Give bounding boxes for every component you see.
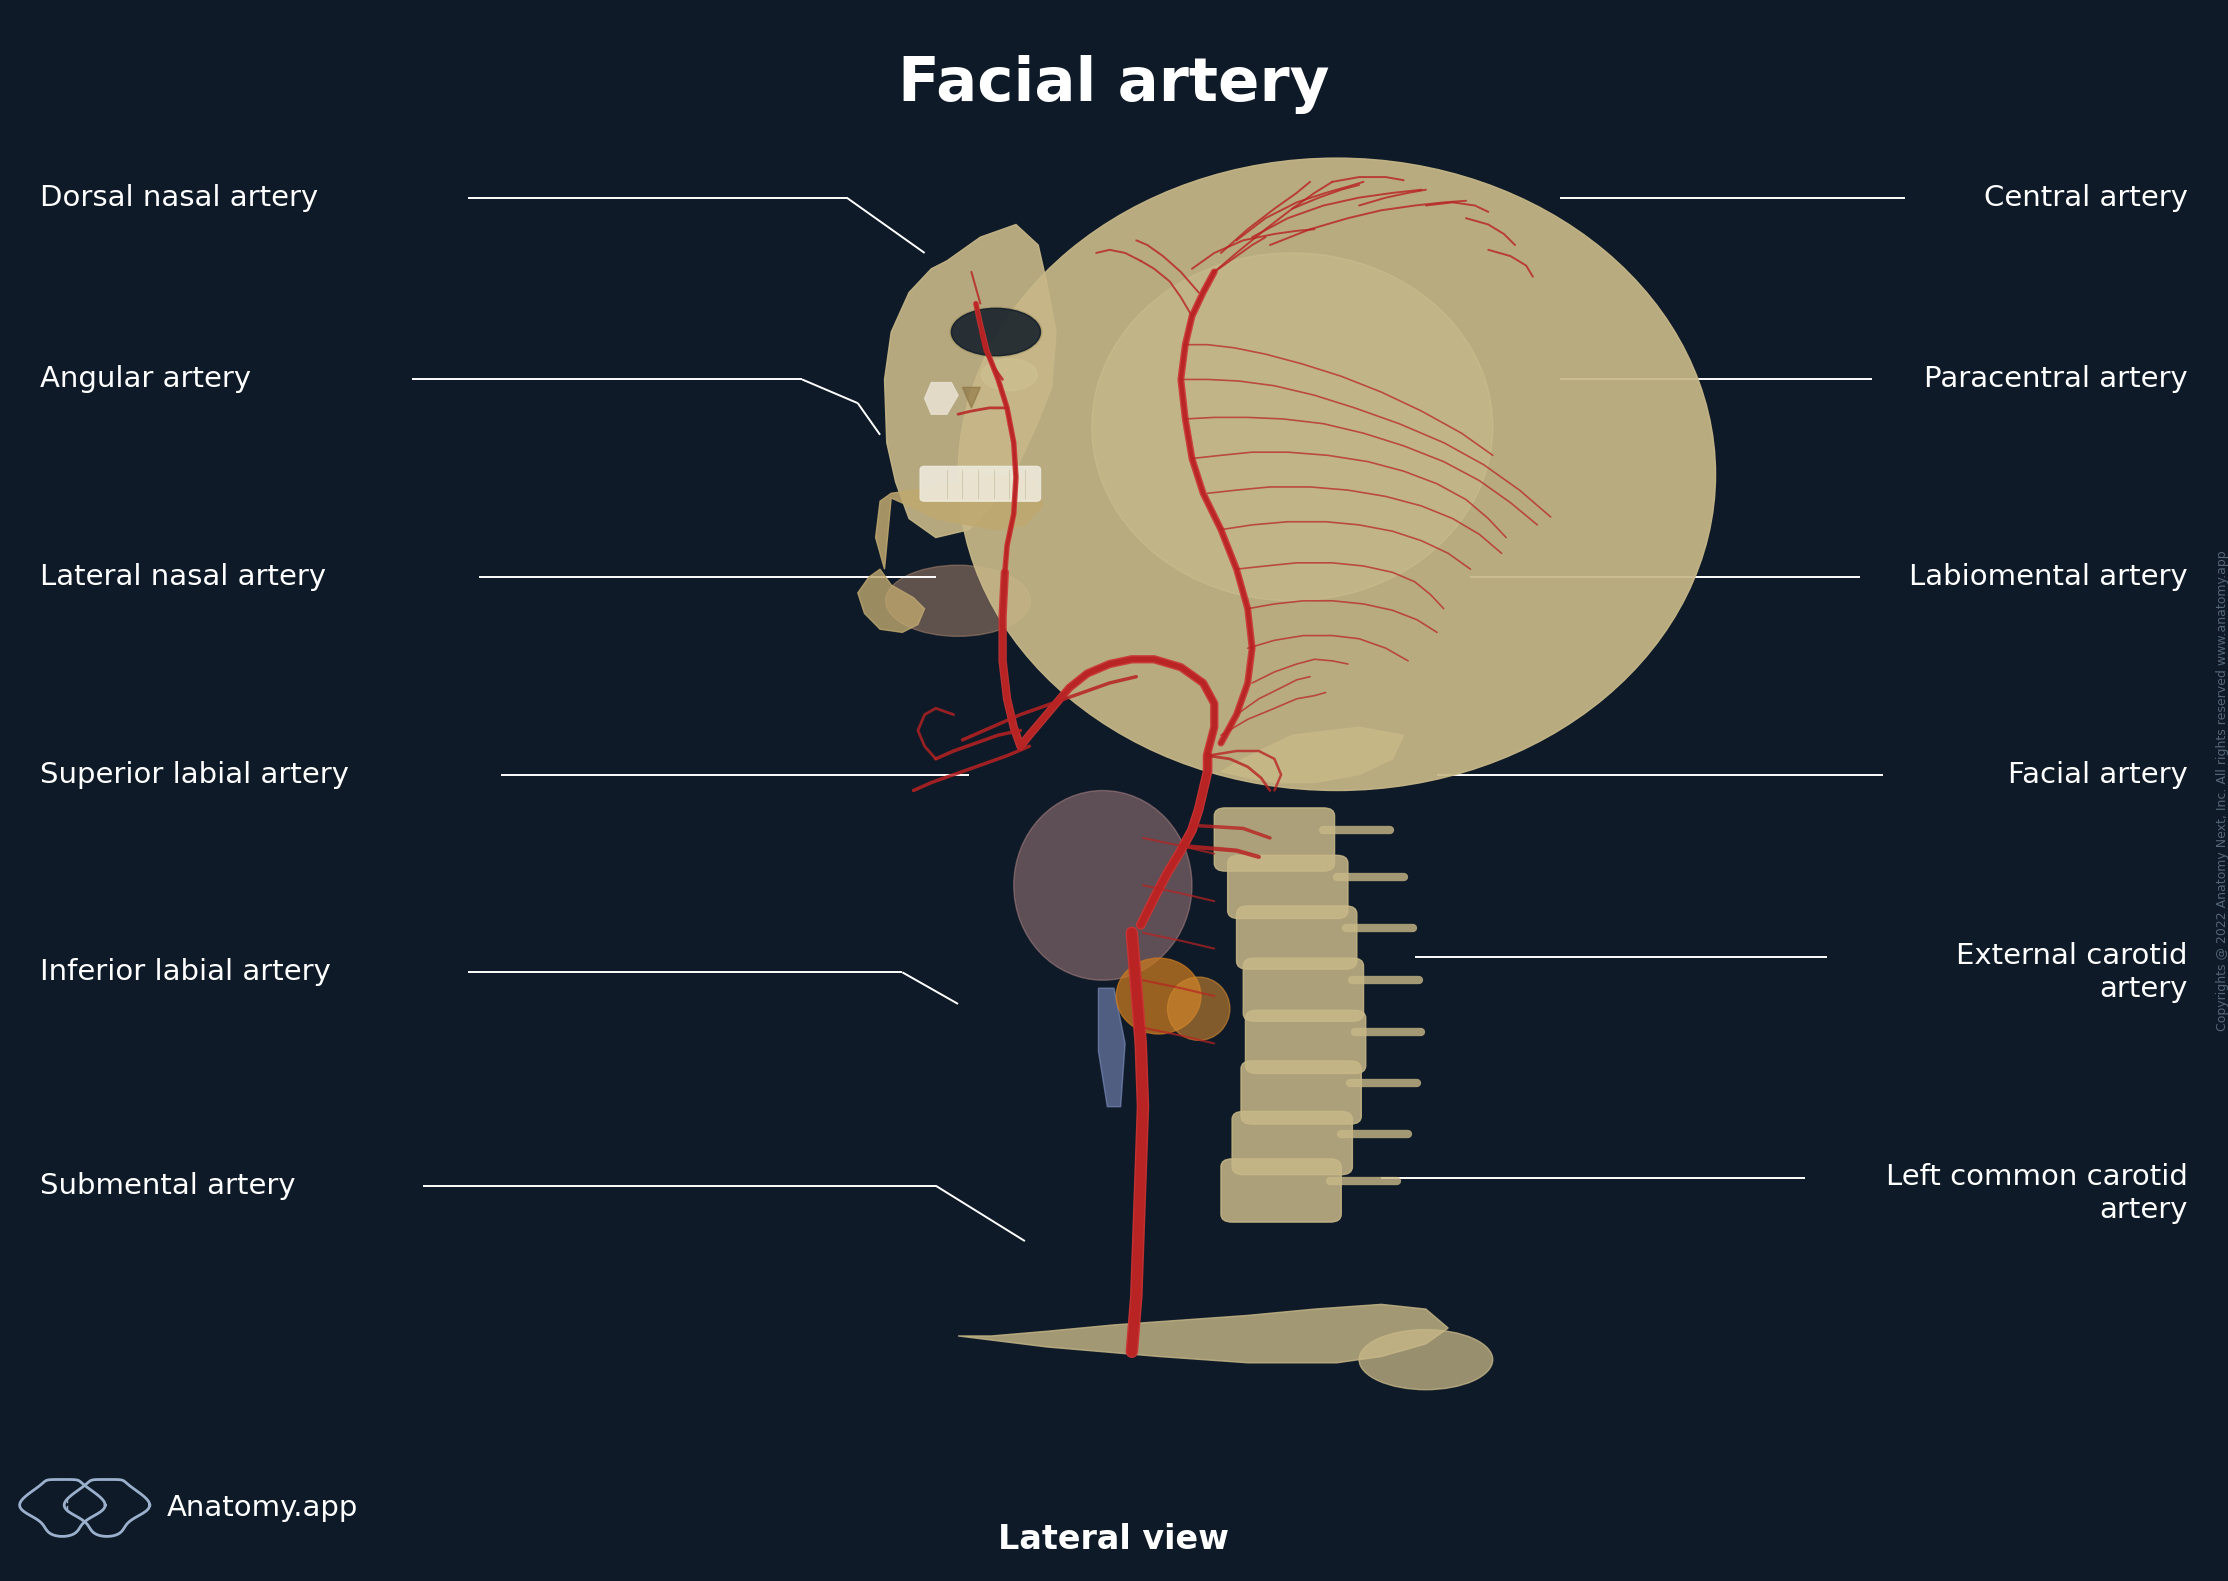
- Text: Inferior labial artery: Inferior labial artery: [40, 958, 332, 987]
- FancyBboxPatch shape: [1221, 1159, 1341, 1222]
- FancyBboxPatch shape: [1237, 906, 1357, 969]
- Text: Labiomental artery: Labiomental artery: [1909, 563, 2188, 591]
- Text: Central artery: Central artery: [1983, 183, 2188, 212]
- FancyBboxPatch shape: [1245, 1010, 1366, 1073]
- Text: Dorsal nasal artery: Dorsal nasal artery: [40, 183, 319, 212]
- Polygon shape: [1098, 988, 1125, 1107]
- Text: Left common carotid
artery: Left common carotid artery: [1887, 1164, 2188, 1224]
- Polygon shape: [876, 474, 1043, 569]
- FancyBboxPatch shape: [920, 466, 1040, 501]
- Text: Superior labial artery: Superior labial artery: [40, 760, 350, 789]
- Text: Facial artery: Facial artery: [898, 55, 1330, 114]
- Ellipse shape: [1014, 790, 1192, 980]
- Polygon shape: [1221, 727, 1404, 783]
- Ellipse shape: [980, 359, 1038, 391]
- Text: Submental artery: Submental artery: [40, 1172, 296, 1200]
- Polygon shape: [962, 387, 980, 408]
- Ellipse shape: [887, 564, 1029, 636]
- Text: Paracentral artery: Paracentral artery: [1925, 365, 2188, 394]
- FancyBboxPatch shape: [1232, 1111, 1352, 1175]
- Polygon shape: [858, 569, 925, 632]
- FancyBboxPatch shape: [1228, 855, 1348, 919]
- Ellipse shape: [1092, 253, 1493, 601]
- Text: External carotid
artery: External carotid artery: [1956, 942, 2188, 1002]
- Ellipse shape: [1359, 1330, 1493, 1390]
- Polygon shape: [925, 383, 958, 414]
- FancyBboxPatch shape: [1243, 958, 1364, 1021]
- Text: Lateral nasal artery: Lateral nasal artery: [40, 563, 325, 591]
- Text: Copyrights @ 2022 Anatomy Next, Inc. All rights reserved www.anatomy.app: Copyrights @ 2022 Anatomy Next, Inc. All…: [2217, 550, 2228, 1031]
- Ellipse shape: [1116, 958, 1201, 1034]
- Ellipse shape: [1167, 977, 1230, 1040]
- Text: Anatomy.app: Anatomy.app: [167, 1494, 359, 1523]
- FancyBboxPatch shape: [1241, 1061, 1361, 1124]
- Polygon shape: [958, 1304, 1448, 1363]
- Text: Facial artery: Facial artery: [2007, 760, 2188, 789]
- Text: Lateral view: Lateral view: [998, 1524, 1230, 1556]
- FancyBboxPatch shape: [1214, 808, 1335, 871]
- Text: Angular artery: Angular artery: [40, 365, 252, 394]
- Polygon shape: [885, 225, 1056, 538]
- Ellipse shape: [951, 308, 1040, 356]
- Ellipse shape: [958, 158, 1716, 791]
